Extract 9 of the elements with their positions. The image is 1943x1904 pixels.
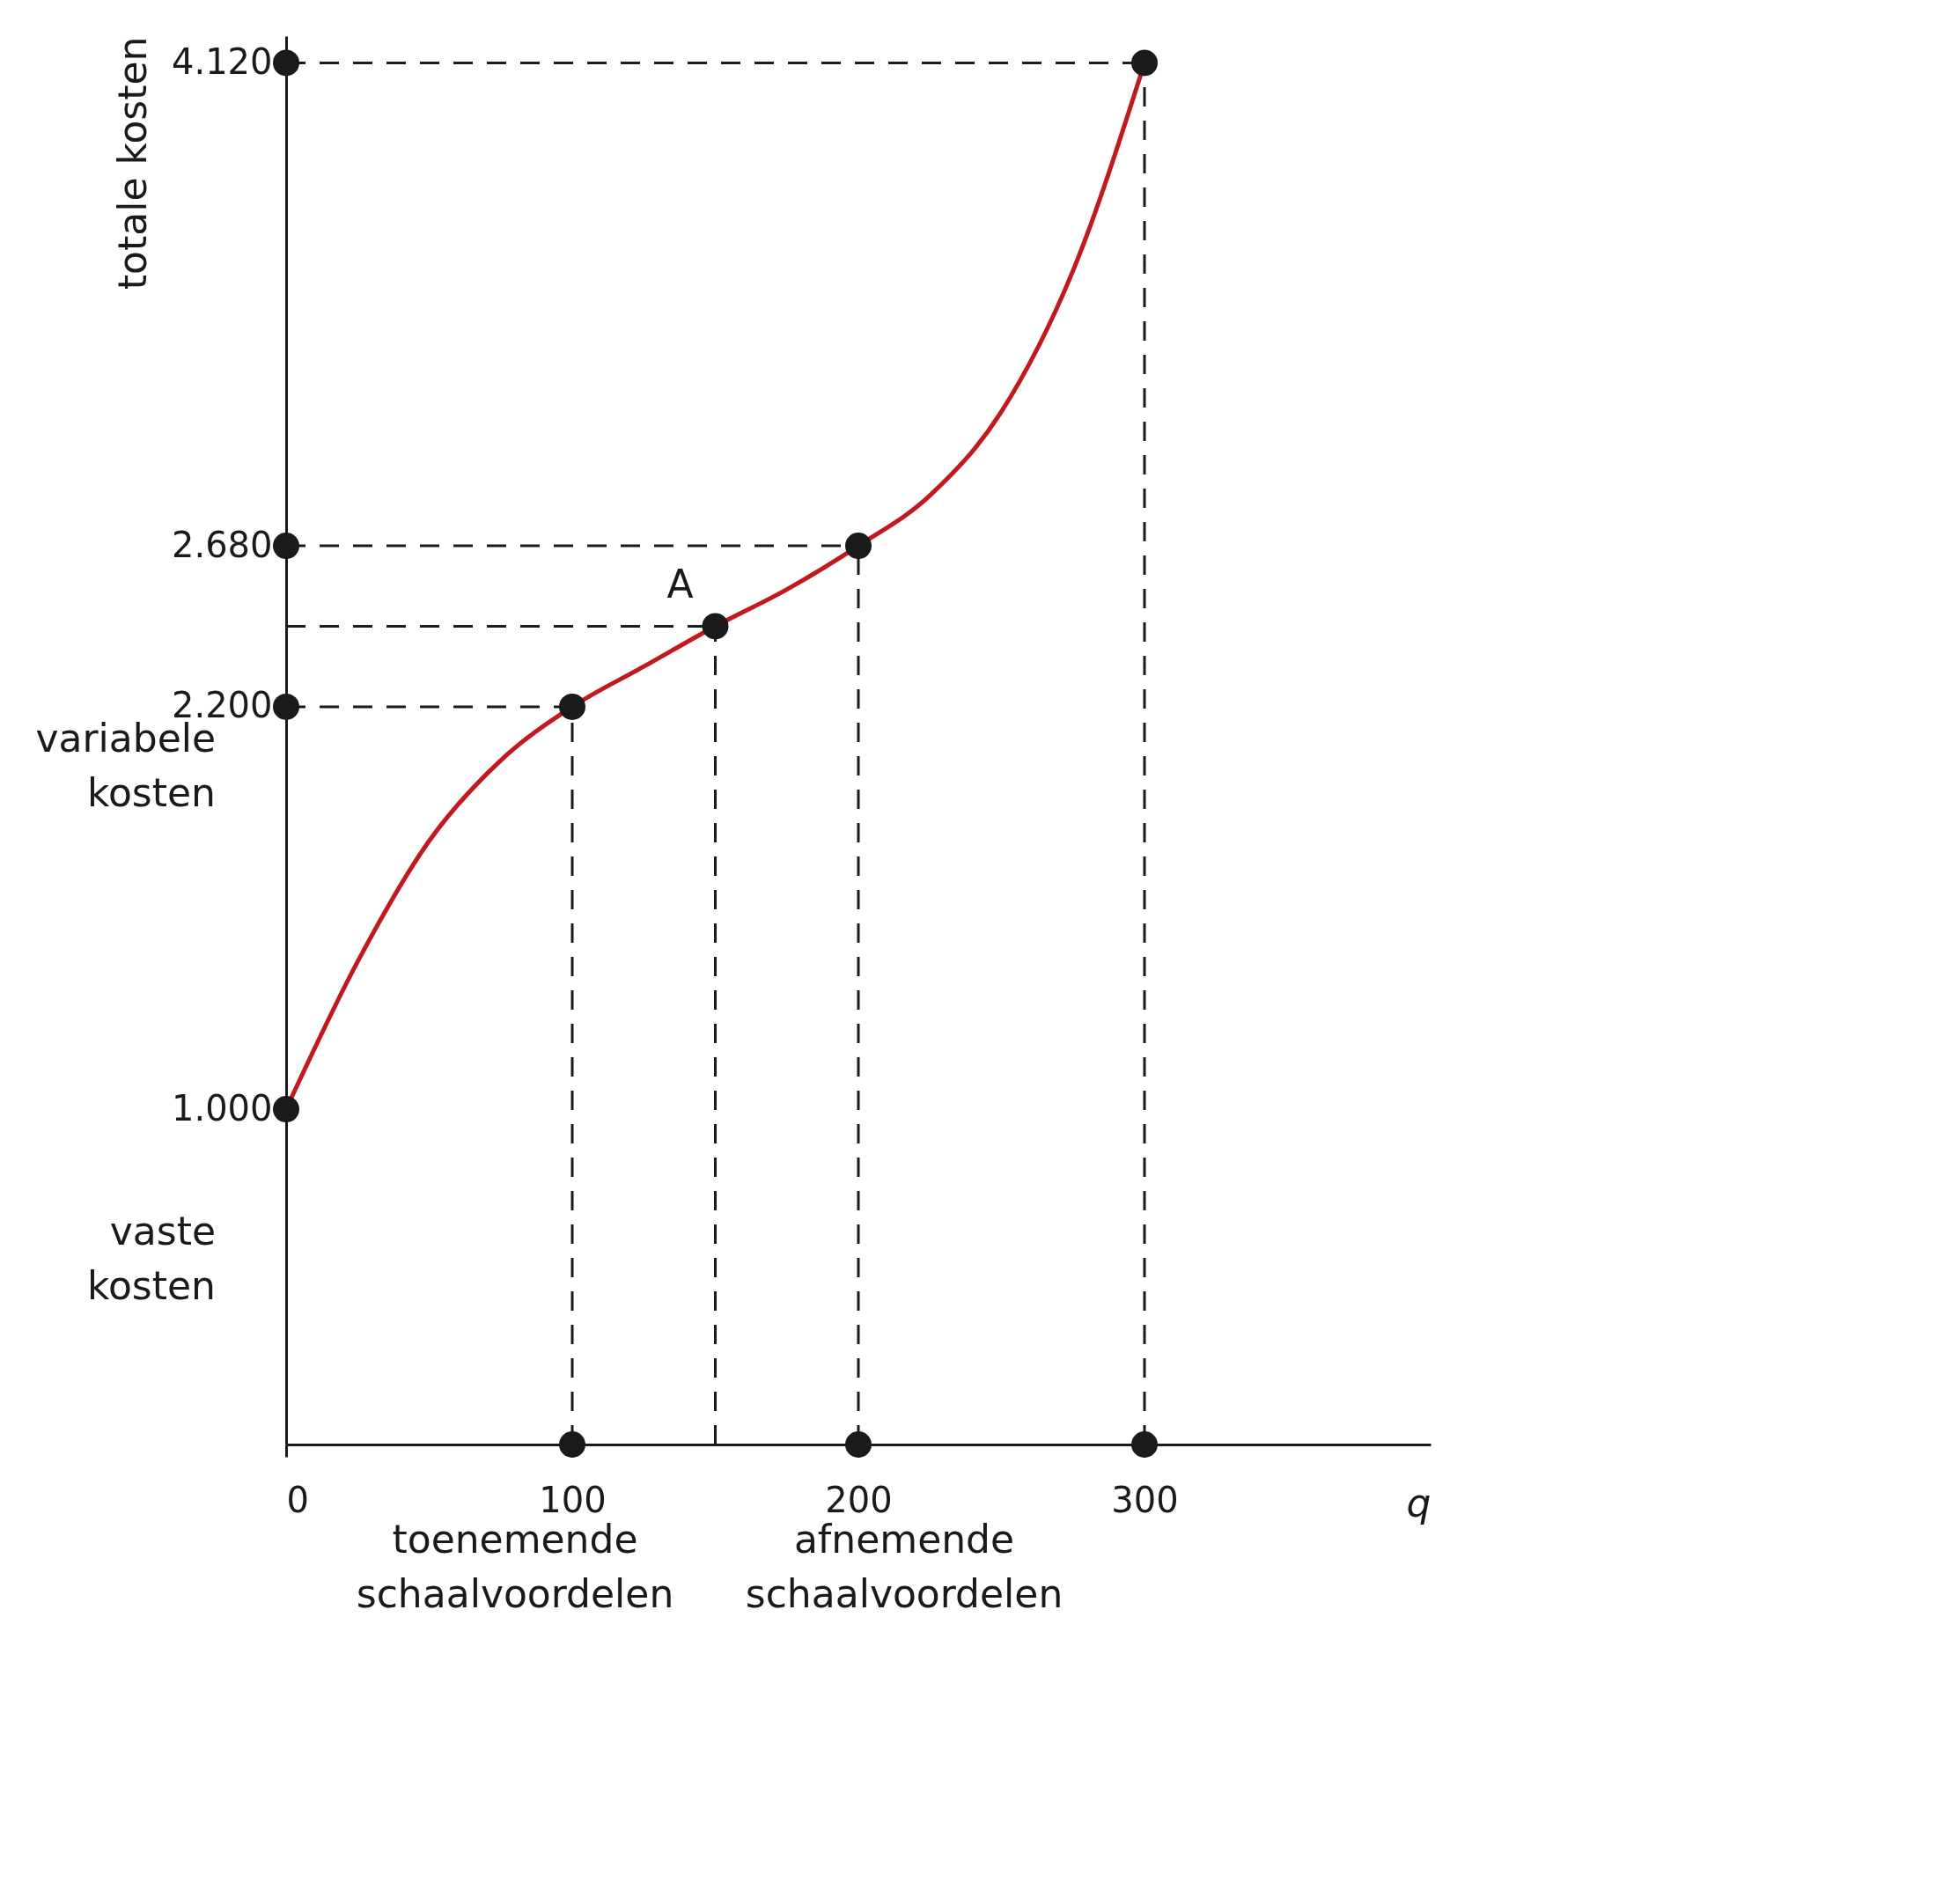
- x-tick-label: 300: [1111, 1479, 1179, 1520]
- x-tick-label: 0: [286, 1479, 309, 1520]
- y-tick-label: 4.120: [171, 40, 273, 82]
- text: vaste kosten: [87, 1209, 216, 1308]
- x-axis-title: q: [1406, 1480, 1431, 1525]
- y-axis-title: totale kosten: [109, 36, 155, 290]
- y-tick-label: 2.680: [171, 524, 273, 565]
- annotation: A: [666, 562, 694, 607]
- y-tick-label: 1.000: [171, 1087, 273, 1128]
